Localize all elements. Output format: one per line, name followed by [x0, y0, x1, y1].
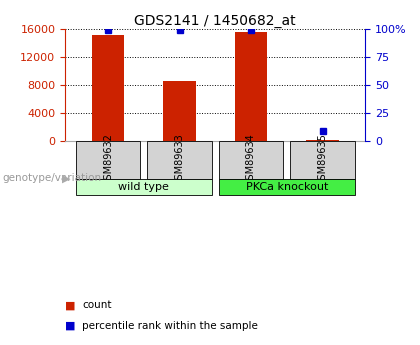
Bar: [219, 141, 283, 179]
Text: percentile rank within the sample: percentile rank within the sample: [82, 321, 258, 331]
Text: GSM89635: GSM89635: [318, 134, 328, 187]
Bar: [147, 141, 212, 179]
Bar: [307, 140, 339, 141]
Bar: [290, 141, 354, 179]
Bar: [219, 179, 354, 195]
Text: genotype/variation: genotype/variation: [2, 174, 101, 183]
Text: count: count: [82, 300, 111, 310]
Text: GSM89632: GSM89632: [103, 134, 113, 187]
Bar: [76, 179, 212, 195]
Text: ■: ■: [65, 300, 76, 310]
Title: GDS2141 / 1450682_at: GDS2141 / 1450682_at: [134, 14, 296, 28]
Text: GSM89633: GSM89633: [174, 134, 184, 186]
Text: PKCa knockout: PKCa knockout: [246, 182, 328, 192]
Text: ▶: ▶: [62, 174, 71, 183]
Text: wild type: wild type: [118, 182, 169, 192]
Bar: [163, 81, 196, 141]
Bar: [92, 35, 124, 141]
Text: ■: ■: [65, 321, 76, 331]
Bar: [235, 32, 267, 141]
Text: GSM89634: GSM89634: [246, 134, 256, 186]
Bar: [76, 141, 140, 179]
